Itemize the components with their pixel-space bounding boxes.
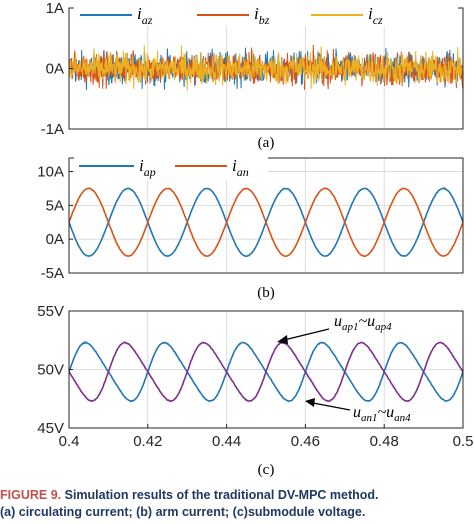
- x-tick-label: 0.46: [291, 433, 320, 450]
- y-tick-label: 50V: [37, 362, 64, 379]
- annotation-uap: uap1~uap4: [334, 313, 392, 333]
- y-tick-label: -5A: [41, 265, 64, 282]
- y-tick-label: 10A: [37, 164, 64, 181]
- series-group-a: [69, 44, 463, 91]
- x-tick-label: 0.48: [370, 433, 399, 450]
- x-tick-label: 0.42: [133, 433, 162, 450]
- figure-number: FIGURE 9.: [0, 488, 62, 502]
- y-tick-label: 0A: [46, 61, 64, 78]
- x-tick-label: 0.5: [453, 433, 474, 450]
- y-tick-label: 5A: [46, 197, 64, 214]
- legend-label-ian: ian: [232, 156, 249, 179]
- y-tick-label: -1A: [41, 121, 64, 138]
- series-group-b: [69, 187, 463, 258]
- panel-a: 1A 0A -1A iaz ibz icz (a): [41, 0, 464, 151]
- panel-label-c: (c): [258, 462, 275, 478]
- series-group-c: [69, 341, 463, 403]
- y-tick-label: 1A: [46, 0, 64, 17]
- series-line-ian: [69, 187, 463, 258]
- legend-label-icz: icz: [368, 4, 383, 27]
- caption-title: Simulation results of the traditional DV…: [64, 488, 379, 502]
- figure: 1A 0A -1A iaz ibz icz (a) 10A 5A 0A -5A iap i…: [37, 0, 473, 478]
- y-ticks-a: 1A 0A -1A: [41, 0, 73, 138]
- x-tick-label: 0.44: [212, 433, 241, 450]
- legend-b-bg: [74, 156, 268, 180]
- y-tick-label: 0A: [46, 231, 64, 248]
- x-ticks-c: 0.4 0.42 0.44 0.46 0.48 0.5: [59, 424, 474, 450]
- panel-b: 10A 5A 0A -5A iap ian (b): [37, 156, 464, 301]
- x-tick-label: 0.4: [59, 433, 80, 450]
- y-tick-label: 55V: [37, 303, 64, 320]
- panel-c: 55V 50V 45V 0.4 0.42 0.44 0.46 0.48 0.5 uap1~ua…: [37, 303, 473, 478]
- figure-caption: FIGURE 9. Simulation results of the trad…: [0, 487, 474, 521]
- legend-label-iap: iap: [139, 156, 156, 179]
- legend-a-bg: [74, 4, 458, 26]
- y-ticks-c: 55V 50V 45V: [37, 303, 73, 437]
- y-tick-label: 45V: [37, 420, 64, 437]
- caption-line-1: FIGURE 9. Simulation results of the trad…: [0, 487, 474, 504]
- panel-label-b: (b): [257, 285, 275, 301]
- series-line-icz: [69, 45, 463, 91]
- legend-label-iaz: iaz: [137, 4, 153, 27]
- annotation-uan: uan1~uan4: [353, 404, 411, 424]
- annotation-arrowhead-uan: [305, 398, 315, 407]
- annotation-arrow-uap: [283, 328, 330, 341]
- y-ticks-b: 10A 5A 0A -5A: [37, 164, 73, 282]
- annotation-arrowhead-uap: [277, 335, 288, 344]
- series-line-uan: [69, 341, 463, 403]
- legend-label-ibz: ibz: [254, 4, 270, 27]
- panel-label-a: (a): [258, 135, 275, 151]
- caption-line-2: (a) circulating current; (b) arm current…: [0, 505, 366, 519]
- annotation-arrow-uan: [312, 402, 351, 411]
